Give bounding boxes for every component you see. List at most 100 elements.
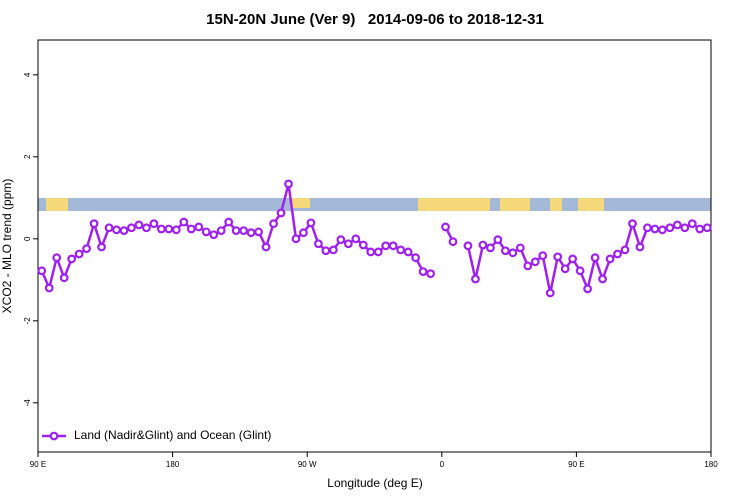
data-point [493, 235, 503, 245]
data-point [276, 208, 286, 218]
data-point [508, 248, 518, 258]
data-point [194, 222, 204, 232]
data-point [142, 223, 151, 233]
data-point [388, 241, 398, 251]
data-point [486, 243, 495, 253]
data-point [680, 223, 690, 233]
data-point [149, 219, 159, 229]
data-point [358, 240, 368, 250]
data-point [127, 223, 136, 233]
y-tick-label: 0 [23, 236, 32, 241]
data-point [568, 254, 578, 264]
data-point [44, 283, 54, 293]
data-point [426, 269, 435, 279]
data-point [590, 253, 600, 263]
data-point [687, 219, 697, 229]
data-point [411, 253, 421, 263]
land-band [290, 198, 310, 208]
data-point [201, 227, 211, 237]
y-tick-label: -4 [23, 399, 32, 407]
data-point [224, 217, 234, 227]
data-point [396, 245, 406, 255]
plot-frame [37, 39, 712, 453]
land-band [550, 198, 562, 211]
data-point [448, 237, 458, 247]
data-point [336, 235, 346, 245]
data-point [321, 246, 331, 256]
map-band [38, 198, 711, 211]
data-point [373, 247, 383, 257]
data-point [119, 226, 129, 236]
data-point [104, 223, 114, 233]
data-point [261, 242, 271, 252]
data-point [366, 247, 376, 257]
chart-title: 15N-20N June (Ver 9) 2014-09-06 to 2018-… [206, 11, 544, 28]
data-point [239, 226, 249, 236]
x-tick-label: 90 W [298, 460, 317, 469]
land-band [500, 198, 530, 211]
data-point [657, 225, 667, 235]
data-point [635, 242, 645, 252]
data-point [67, 254, 77, 264]
data-point [560, 264, 570, 274]
data-point [471, 274, 480, 284]
data-point [97, 242, 106, 252]
x-tick-label: 90 E [30, 460, 46, 469]
data-point [575, 266, 585, 276]
land-band [46, 198, 68, 211]
data-point [620, 245, 630, 255]
data-point [306, 218, 316, 228]
y-tick-label: -2 [23, 317, 32, 325]
data-point [650, 224, 660, 234]
data-point [695, 224, 705, 234]
data-point [613, 249, 622, 259]
data-point [231, 226, 241, 236]
data-point [605, 254, 615, 264]
data-point [186, 224, 196, 234]
data-point [328, 245, 338, 255]
data-point [583, 284, 593, 294]
land-band [578, 198, 604, 211]
data-point [665, 223, 675, 233]
ocean-band [38, 198, 711, 211]
data-point [171, 225, 181, 235]
data-point [523, 261, 533, 271]
data-point [351, 234, 361, 244]
data-point [209, 230, 219, 240]
legend-label: Land (Nadir&Glint) and Ocean (Glint) [74, 428, 271, 442]
x-tick-label: 0 [440, 460, 445, 469]
data-point [418, 267, 428, 277]
data-point [515, 243, 525, 253]
x-tick-label: 90 E [568, 460, 584, 469]
data-point [179, 217, 189, 227]
data-point [299, 228, 308, 238]
data-point [254, 227, 263, 237]
x-axis-label: Longitude (deg E) [327, 476, 422, 490]
land-band [418, 198, 490, 211]
data-point [538, 251, 548, 261]
data-point [82, 244, 92, 254]
data-point [545, 288, 555, 298]
data-point [89, 219, 99, 229]
data-point [52, 253, 62, 263]
data-point [553, 252, 563, 262]
x-tick-label: 180 [704, 460, 718, 469]
data-point [381, 241, 391, 251]
data-point [216, 226, 226, 236]
data-point [134, 220, 144, 230]
data-point [291, 234, 301, 244]
data-point [314, 239, 323, 249]
y-tick-label: 4 [23, 72, 32, 77]
data-point [112, 225, 121, 235]
data-point [643, 223, 652, 233]
data-point [74, 249, 84, 259]
data-point [59, 273, 69, 283]
data-point [164, 224, 174, 234]
legend-marker [49, 431, 59, 441]
y-tick-label: 2 [23, 154, 32, 159]
data-point [37, 266, 47, 276]
data-point [284, 179, 293, 189]
data-point [246, 228, 256, 238]
data-point [500, 246, 510, 256]
